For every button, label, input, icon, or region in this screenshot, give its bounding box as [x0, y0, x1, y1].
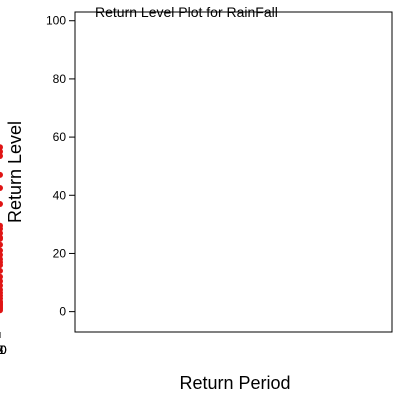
observed-point — [0, 185, 3, 191]
x-tick-label: 20 — [0, 343, 7, 357]
x-tick-label: 5 — [0, 343, 4, 357]
y-tick-label: 60 — [53, 130, 67, 144]
y-axis: 0 20 40 60 80 100 — [46, 14, 75, 319]
y-tick-label: 20 — [53, 246, 67, 260]
observed-point — [0, 273, 3, 280]
plot-frame — [74, 11, 393, 333]
x-tick-label: 10 — [0, 343, 7, 357]
observed-point — [0, 201, 3, 207]
y-tick-label: 0 — [59, 305, 66, 319]
observed-point — [0, 171, 3, 178]
observed-point — [0, 222, 3, 229]
x-tick-label: 50 — [0, 343, 7, 357]
y-axis-label: Return Level — [5, 121, 25, 223]
observed-point — [0, 241, 3, 248]
x-axis-label: Return Period — [179, 373, 290, 393]
observed-point — [0, 247, 3, 254]
y-tick-label: 100 — [46, 14, 66, 28]
observed-point — [0, 144, 3, 151]
x-tick-label: 2 — [0, 343, 4, 357]
observed-point — [0, 267, 3, 274]
observed-points — [0, 144, 3, 314]
y-tick-label: 80 — [53, 72, 67, 86]
x-axis: 25102050 — [0, 332, 7, 357]
y-tick-label: 40 — [53, 188, 67, 202]
